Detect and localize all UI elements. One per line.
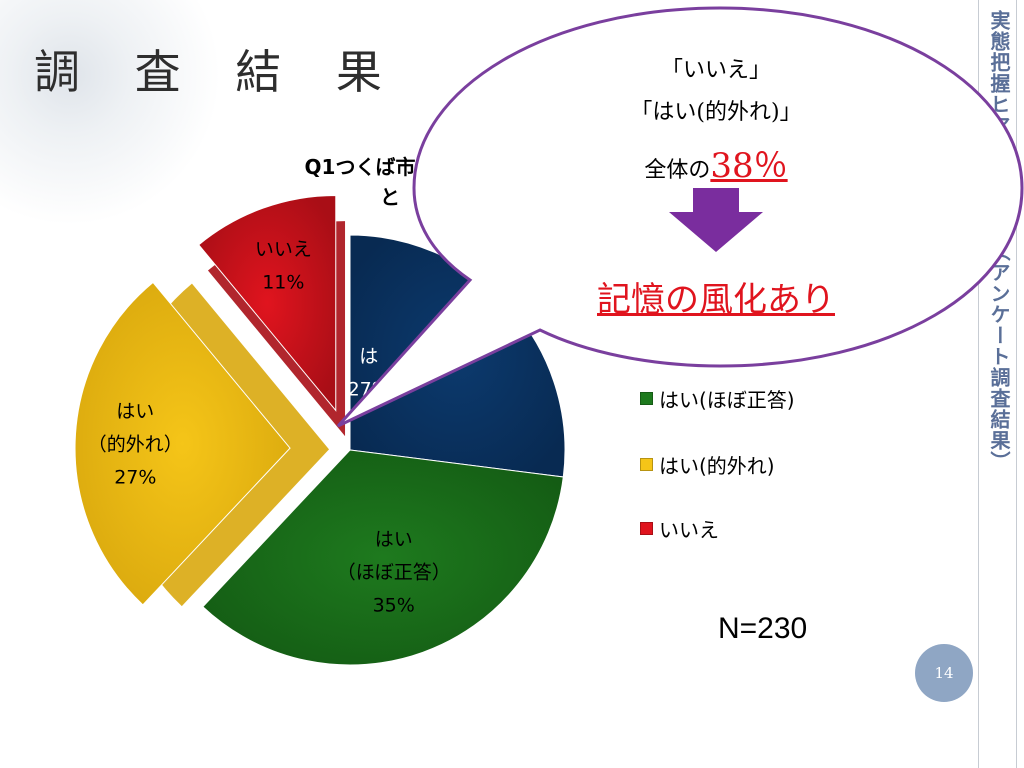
slice-label: 11% <box>262 271 304 293</box>
legend-label: はい(ほぼ正答) <box>659 388 795 412</box>
slice-label: 27% <box>114 466 156 488</box>
chart-title-line2: と <box>380 185 400 209</box>
slice-label: 35% <box>373 594 415 616</box>
legend-item: はい(ほぼ正答) <box>640 384 795 413</box>
legend-swatch <box>640 392 653 405</box>
slice-label: （ほぼ正答） <box>337 561 451 583</box>
slide-title: 調 査 結 果 <box>34 45 402 99</box>
callout-line1: 「いいえ」 <box>660 58 771 83</box>
legend-label: いいえ <box>659 518 719 542</box>
right-rule-outer <box>1016 0 1017 768</box>
slice-label: いいえ <box>255 238 312 260</box>
slice-label: はい <box>375 528 413 550</box>
legend-swatch <box>640 458 653 471</box>
slice-label: は <box>359 345 378 367</box>
right-rule <box>978 0 979 768</box>
pie-slice <box>198 194 337 412</box>
legend-swatch <box>640 522 653 535</box>
slice-label: （的外れ） <box>88 433 183 455</box>
legend-item: はい(的外れ) <box>640 450 775 479</box>
pie-slice <box>74 281 291 606</box>
callout-percent: 38％ <box>710 146 788 186</box>
legend-item: いいえ <box>640 514 719 543</box>
legend-label: はい(的外れ) <box>659 454 775 478</box>
callout-line3-prefix: 全体の <box>644 158 711 183</box>
callout-conclusion: 記憶の風化あり <box>597 280 835 320</box>
callout-line2: 「はい(的外れ)」 <box>630 100 802 125</box>
sample-size-label: N=230 <box>718 612 808 645</box>
slice-label: はい <box>116 400 154 422</box>
page-number-badge: 14 <box>915 644 973 702</box>
down-arrow-icon <box>669 188 763 252</box>
pie-slice <box>202 449 564 666</box>
callout-line3: 全体の38％ <box>566 138 866 187</box>
